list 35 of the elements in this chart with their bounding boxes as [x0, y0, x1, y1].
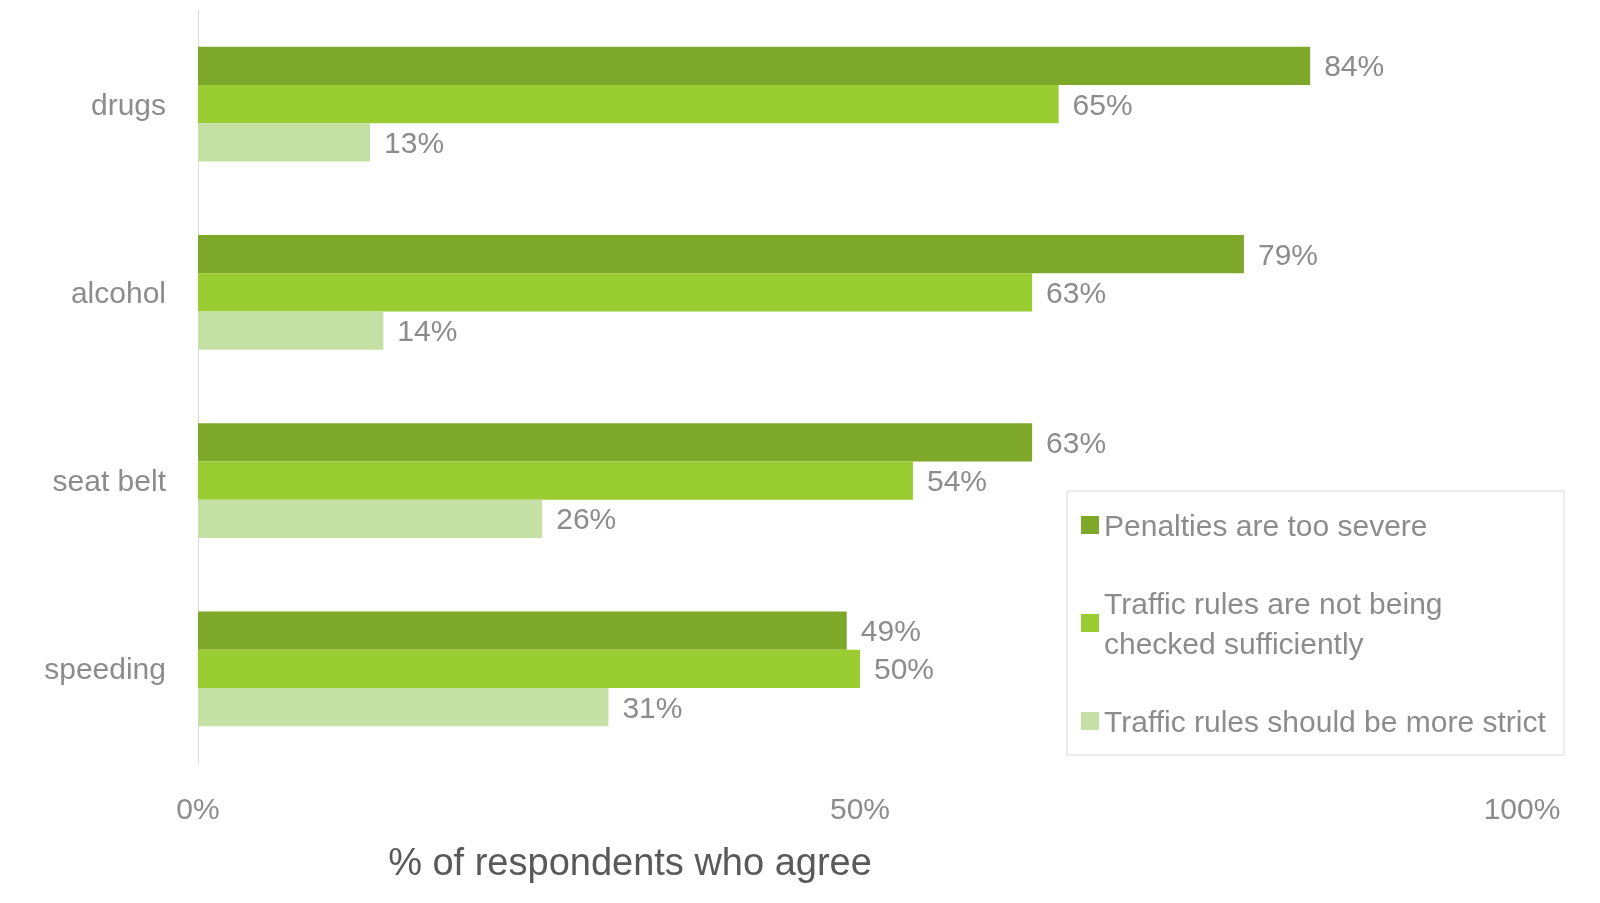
- data-label: 26%: [556, 502, 617, 536]
- bar: [198, 84, 1059, 124]
- bar: [198, 499, 543, 539]
- data-label: 13%: [384, 125, 445, 159]
- data-label: 65%: [1072, 87, 1133, 121]
- legend-label: Penalties are too severe: [1104, 508, 1428, 542]
- x-tick-label: 50%: [829, 791, 891, 825]
- y-tick-label: drugs: [90, 87, 166, 121]
- data-label: 54%: [926, 464, 988, 498]
- data-label: 79%: [1257, 237, 1319, 271]
- bar: [198, 688, 609, 727]
- data-label: 49%: [860, 614, 921, 648]
- data-label: 14%: [397, 314, 458, 348]
- y-tick-label: seat belt: [52, 464, 167, 498]
- data-label: 50%: [874, 652, 935, 686]
- bar: [198, 461, 913, 500]
- data-label: 63%: [1046, 275, 1107, 309]
- bar: [198, 423, 1033, 462]
- x-tick-label: 0%: [176, 791, 220, 825]
- bar: [198, 649, 860, 689]
- bar: [198, 46, 1311, 85]
- data-label: 84%: [1324, 49, 1385, 83]
- legend-label: Traffic rules are not being checked sufficiently: [1104, 586, 1451, 660]
- x-axis-title: % of respondents who agree: [388, 841, 872, 883]
- bar: [198, 611, 847, 650]
- bar: [198, 273, 1033, 312]
- x-tick-label: 100%: [1483, 791, 1561, 825]
- y-tick-label: alcohol: [70, 275, 166, 309]
- legend-label: Traffic rules should be more strict: [1104, 704, 1547, 738]
- data-label: 63%: [1046, 425, 1107, 459]
- data-label: 31%: [622, 690, 683, 724]
- y-tick-label: speeding: [44, 652, 166, 686]
- bar: [198, 123, 371, 162]
- bar: [198, 311, 384, 350]
- bar: [198, 234, 1244, 274]
